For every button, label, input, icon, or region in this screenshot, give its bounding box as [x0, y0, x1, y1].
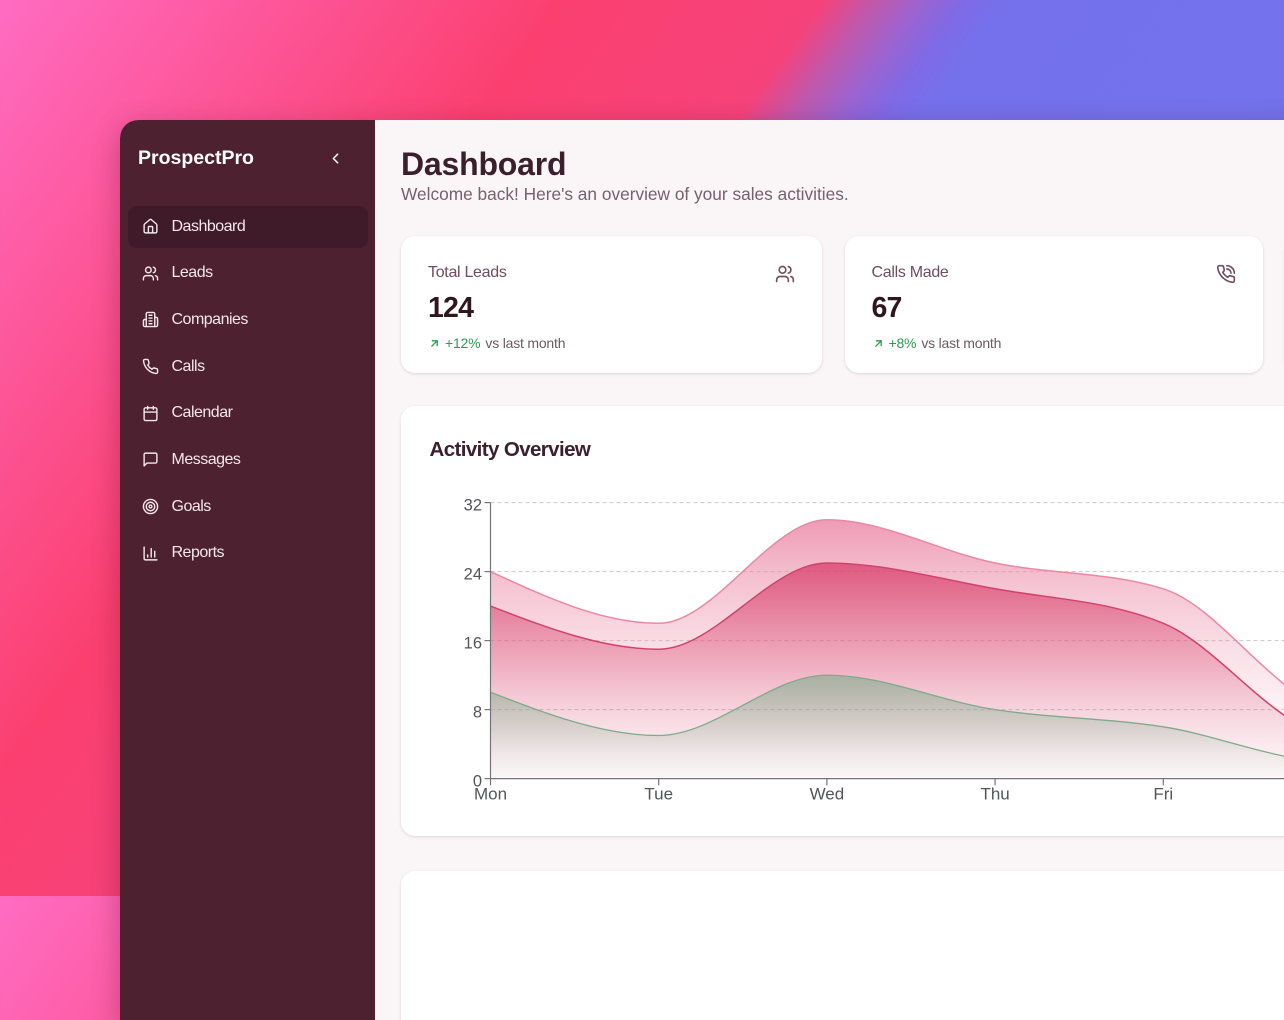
svg-text:24: 24 — [464, 565, 482, 583]
svg-text:Thu: Thu — [980, 784, 1009, 803]
svg-text:16: 16 — [464, 634, 482, 652]
svg-text:Tue: Tue — [644, 784, 673, 803]
svg-text:8: 8 — [473, 703, 482, 721]
svg-text:Wed: Wed — [810, 784, 845, 803]
svg-text:0: 0 — [473, 772, 482, 790]
svg-text:Fri: Fri — [1153, 784, 1173, 803]
svg-text:32: 32 — [464, 496, 482, 514]
svg-text:Mon: Mon — [474, 784, 507, 803]
